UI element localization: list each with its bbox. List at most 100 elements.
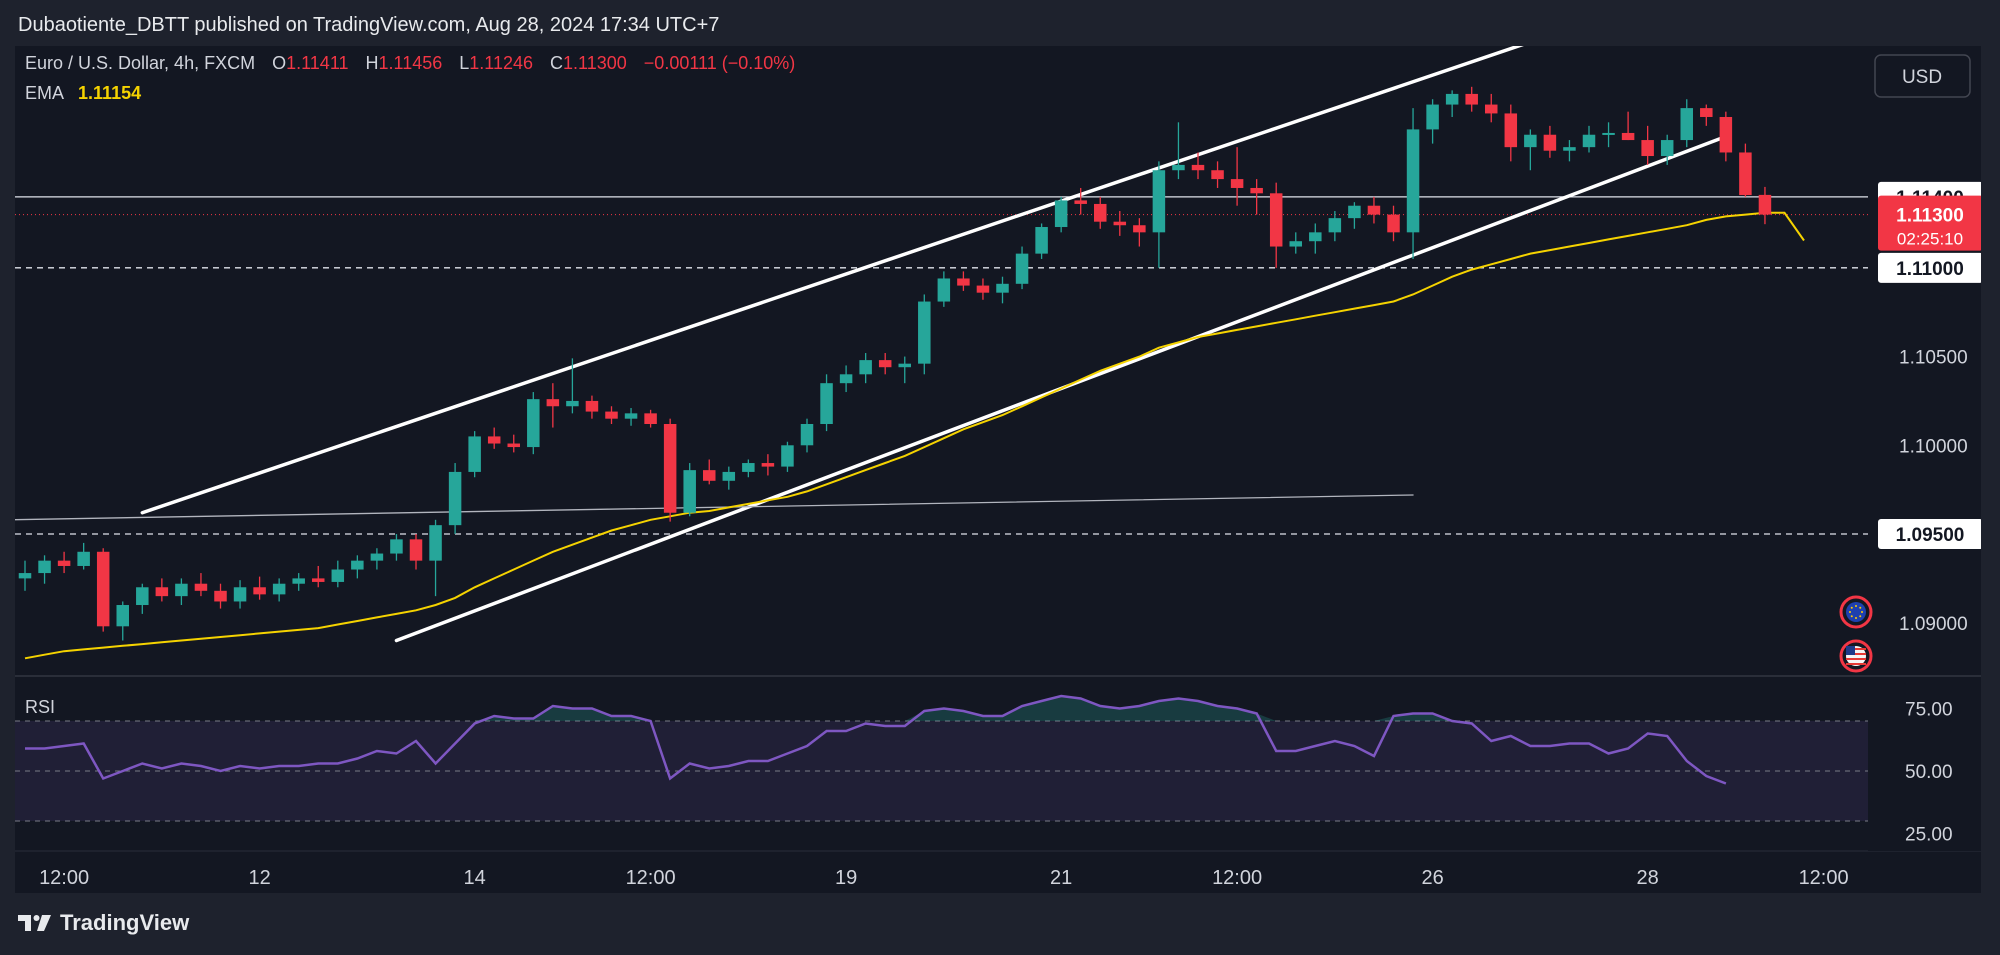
- candle[interactable]: [1758, 186, 1772, 225]
- candle[interactable]: [57, 551, 71, 574]
- candle[interactable]: [1406, 108, 1420, 259]
- candle[interactable]: [624, 408, 638, 426]
- candle[interactable]: [18, 560, 32, 591]
- candle[interactable]: [1465, 86, 1478, 112]
- candle[interactable]: [1172, 122, 1185, 180]
- candle[interactable]: [1211, 161, 1224, 188]
- candle[interactable]: [683, 463, 696, 517]
- candle[interactable]: [1152, 161, 1166, 268]
- candle[interactable]: [1641, 125, 1654, 165]
- candle[interactable]: [1524, 129, 1537, 171]
- candle[interactable]: [722, 466, 736, 490]
- candle[interactable]: [527, 392, 540, 455]
- candle[interactable]: [1094, 196, 1107, 229]
- candle[interactable]: [1230, 147, 1244, 206]
- candle[interactable]: [1426, 99, 1439, 144]
- candle[interactable]: [1309, 223, 1322, 254]
- candle[interactable]: [1719, 111, 1733, 162]
- candle[interactable]: [292, 573, 305, 591]
- candle[interactable]: [585, 395, 599, 419]
- candle[interactable]: [781, 441, 794, 472]
- candle[interactable]: [1504, 104, 1518, 162]
- candle[interactable]: [957, 271, 970, 291]
- candle[interactable]: [77, 542, 90, 570]
- level-tag-11000[interactable]: 1.11000: [1878, 252, 1983, 283]
- candle[interactable]: [253, 576, 266, 600]
- channel-trendline[interactable]: [140, 33, 1552, 515]
- tradingview-footer[interactable]: TradingView: [18, 910, 189, 936]
- eu-flag-icon[interactable]: [1839, 595, 1873, 629]
- candle[interactable]: [1602, 122, 1615, 148]
- candle[interactable]: [272, 578, 286, 602]
- candle[interactable]: [1035, 223, 1048, 259]
- candle[interactable]: [898, 356, 912, 384]
- candle[interactable]: [1015, 246, 1029, 290]
- candle[interactable]: [468, 431, 481, 478]
- candle[interactable]: [1191, 152, 1205, 180]
- candle[interactable]: [429, 519, 442, 597]
- candle[interactable]: [663, 418, 677, 522]
- candle[interactable]: [1250, 179, 1263, 215]
- candle[interactable]: [175, 578, 188, 606]
- candle[interactable]: [546, 383, 560, 428]
- candle[interactable]: [703, 459, 716, 485]
- candle[interactable]: [370, 548, 384, 570]
- candle[interactable]: [644, 409, 657, 428]
- candle[interactable]: [839, 365, 853, 393]
- candle[interactable]: [800, 418, 814, 453]
- candle[interactable]: [1660, 134, 1674, 165]
- candle[interactable]: [820, 374, 833, 432]
- candle[interactable]: [1680, 99, 1694, 148]
- candle[interactable]: [331, 560, 345, 588]
- candle[interactable]: [742, 459, 755, 478]
- candle[interactable]: [1348, 202, 1361, 229]
- candle[interactable]: [878, 353, 892, 375]
- candle[interactable]: [487, 427, 501, 449]
- candle[interactable]: [605, 406, 618, 424]
- candle[interactable]: [1485, 93, 1498, 123]
- candle[interactable]: [937, 271, 951, 307]
- candle[interactable]: [1328, 211, 1342, 242]
- candle[interactable]: [194, 573, 208, 597]
- candle[interactable]: [214, 583, 227, 609]
- candle[interactable]: [1582, 125, 1596, 153]
- candle[interactable]: [233, 580, 247, 609]
- candle[interactable]: [507, 434, 521, 453]
- candle[interactable]: [155, 578, 169, 602]
- candle[interactable]: [566, 358, 579, 414]
- candle[interactable]: [136, 583, 149, 614]
- candle[interactable]: [1113, 211, 1127, 236]
- candle[interactable]: [976, 278, 990, 300]
- candle[interactable]: [1563, 140, 1576, 162]
- candle[interactable]: [1387, 205, 1400, 242]
- candle[interactable]: [1543, 125, 1557, 158]
- candle[interactable]: [448, 463, 462, 535]
- candle[interactable]: [312, 565, 325, 588]
- candle[interactable]: [390, 534, 403, 561]
- candle[interactable]: [1445, 90, 1459, 117]
- candle[interactable]: [1074, 187, 1087, 215]
- candle[interactable]: [96, 548, 110, 632]
- us-flag-icon[interactable]: [1839, 639, 1873, 673]
- candle[interactable]: [409, 534, 423, 570]
- candle[interactable]: [918, 294, 931, 375]
- level-tag-09500[interactable]: 1.09500: [1878, 519, 1983, 550]
- candle[interactable]: [761, 454, 775, 476]
- candle[interactable]: [351, 555, 364, 579]
- horizontal-ray-line[interactable]: [4, 494, 1414, 521]
- candle[interactable]: [859, 353, 872, 384]
- current-price-tag[interactable]: 1.11300 02:25:10: [1878, 195, 1983, 251]
- candle[interactable]: [38, 555, 51, 584]
- candle[interactable]: [1289, 232, 1303, 254]
- candle[interactable]: [1269, 182, 1283, 268]
- candle[interactable]: [1054, 196, 1068, 233]
- candle[interactable]: [1700, 104, 1713, 126]
- candle[interactable]: [116, 601, 130, 641]
- candle[interactable]: [1621, 111, 1635, 141]
- candle[interactable]: [1133, 218, 1146, 247]
- chart-svg[interactable]: 25.00 50.00 75.00 1.09000 1.09500 1.10000 1.10…: [4, 33, 1983, 893]
- candle[interactable]: [996, 276, 1009, 304]
- candle[interactable]: [1367, 196, 1381, 224]
- candle[interactable]: [1739, 143, 1752, 197]
- currency-button[interactable]: USD: [1874, 54, 1971, 98]
